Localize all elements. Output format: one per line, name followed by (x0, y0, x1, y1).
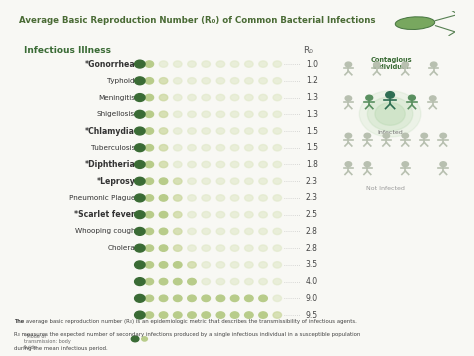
Text: *Mode of
transmission: body
fluids: *Mode of transmission: body fluids (24, 334, 71, 350)
Text: during the mean infectious period.: during the mean infectious period. (14, 346, 108, 351)
Text: Infected: Infected (377, 130, 403, 135)
Text: Typhoid: Typhoid (108, 78, 135, 84)
Text: 1.0: 1.0 (306, 59, 318, 69)
Text: 2.8: 2.8 (306, 244, 318, 253)
Text: 1.2: 1.2 (306, 76, 318, 85)
Text: 9.0: 9.0 (306, 294, 318, 303)
Text: The: The (14, 319, 26, 324)
Text: Infectious Illness: Infectious Illness (24, 46, 111, 55)
Text: 2.3: 2.3 (306, 177, 318, 186)
Text: Meningitis: Meningitis (98, 95, 135, 100)
Text: 1.5: 1.5 (306, 126, 318, 136)
Text: 1.5: 1.5 (306, 143, 318, 152)
Text: Average Basic Reproduction Number (R₀) of Common Bacterial Infections: Average Basic Reproduction Number (R₀) o… (19, 16, 375, 25)
Text: 2.5: 2.5 (306, 210, 318, 219)
Text: *Diphtheria: *Diphtheria (84, 160, 135, 169)
Text: 2.3: 2.3 (306, 193, 318, 203)
Text: Tuberculosis: Tuberculosis (91, 145, 135, 151)
Text: 1.8: 1.8 (306, 160, 318, 169)
Text: Cholera: Cholera (107, 245, 135, 251)
Text: 1.3: 1.3 (306, 110, 318, 119)
Text: 3.5: 3.5 (306, 260, 318, 269)
Text: R₀: R₀ (303, 46, 313, 55)
Text: *Scarlet fever: *Scarlet fever (74, 210, 135, 219)
Text: *Gonorrhea: *Gonorrhea (84, 59, 135, 69)
Text: 2.8: 2.8 (306, 227, 318, 236)
Text: Shigellosis: Shigellosis (97, 111, 135, 117)
Text: Contagious
Individual: Contagious Individual (370, 57, 412, 70)
Text: *Leprosy: *Leprosy (96, 177, 135, 186)
Text: 4.0: 4.0 (306, 277, 318, 286)
Ellipse shape (395, 17, 435, 30)
Text: 9.5: 9.5 (306, 310, 318, 320)
Text: 1.3: 1.3 (306, 93, 318, 102)
Text: Not Infected: Not Infected (366, 186, 405, 191)
Text: R₀ measures the expected number of secondary infections produced by a single inf: R₀ measures the expected number of secon… (14, 332, 361, 337)
Text: Pneumonic Plague: Pneumonic Plague (69, 195, 135, 201)
Text: *Chlamydia: *Chlamydia (85, 126, 135, 136)
Text: The average basic reproduction number (R₀) is an epidemiologic metric that descr: The average basic reproduction number (R… (14, 319, 357, 324)
Text: Whooping cough: Whooping cough (74, 229, 135, 234)
